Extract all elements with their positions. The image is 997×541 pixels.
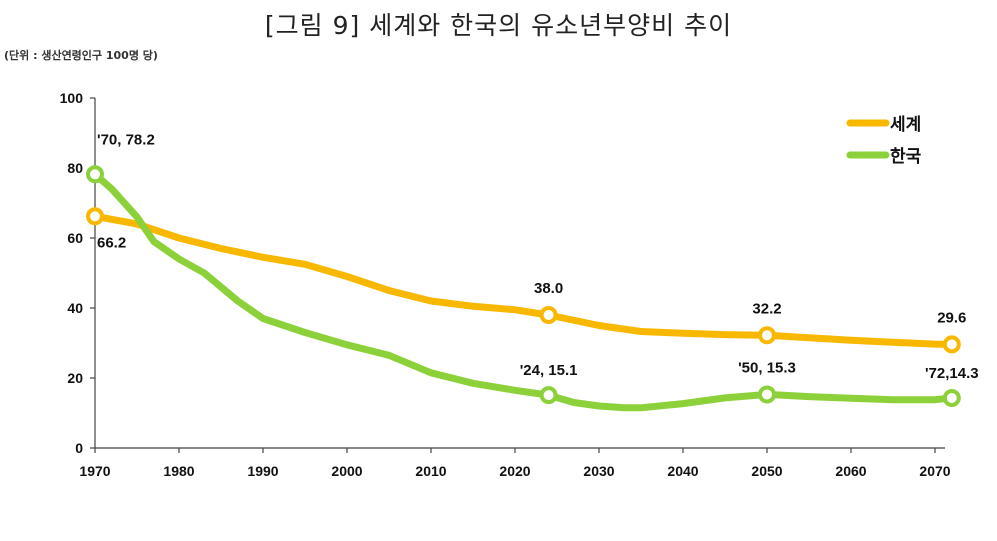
data-label-korea-2050: '50, 15.3: [738, 359, 796, 376]
data-point-world-2072: [942, 335, 961, 354]
data-point-korea-1970: [86, 165, 104, 184]
y-tick-label: 20: [67, 370, 83, 386]
data-label-korea-2024: '24, 15.1: [520, 362, 578, 379]
legend-label-world: 세계: [890, 115, 921, 135]
legend-label-korea: 한국: [890, 147, 922, 167]
data-label-world-2024: 38.0: [534, 280, 563, 297]
data-point-korea-2072: [942, 388, 961, 407]
x-tick-label: 2010: [415, 463, 446, 479]
data-label-world-1970: 66.2: [97, 234, 126, 251]
series-line-world: [91, 212, 956, 348]
series-line-korea: [91, 170, 956, 412]
x-tick-label: 2030: [583, 463, 614, 479]
x-tick-label: 1980: [163, 463, 194, 479]
x-tick-label: 2050: [751, 463, 782, 479]
data-point-world-2024: [539, 306, 558, 324]
data-label-korea-2072: '72,14.3: [925, 365, 979, 382]
chart-title: [그림 9] 세계와 한국의 유소년부양비 추이: [264, 11, 733, 40]
x-tick-label: 2020: [499, 463, 530, 479]
data-point-world-1970: [86, 207, 104, 226]
data-point-korea-2024: [539, 386, 558, 405]
x-tick-label: 2060: [835, 463, 866, 479]
x-tick-label: 1970: [79, 463, 110, 479]
y-tick-label: 40: [67, 300, 83, 316]
y-tick-label: 60: [67, 230, 83, 246]
data-label-world-2072: 29.6: [937, 309, 966, 326]
x-tick-label: 2070: [919, 463, 950, 479]
y-tick-label: 80: [67, 160, 83, 176]
data-point-korea-2050: [758, 385, 776, 404]
y-tick-label: 0: [75, 440, 83, 456]
data-label-korea-1970: '70, 78.2: [97, 131, 155, 148]
x-tick-label: 2040: [667, 463, 698, 479]
x-tick-label: 2000: [331, 463, 362, 479]
data-point-world-2050: [758, 326, 776, 345]
x-tick-label: 1990: [247, 463, 278, 479]
unit-note: (단위 : 생산연령인구 100명 당): [4, 49, 158, 62]
y-tick-label: 100: [60, 90, 84, 106]
data-label-world-2050: 32.2: [752, 300, 781, 317]
